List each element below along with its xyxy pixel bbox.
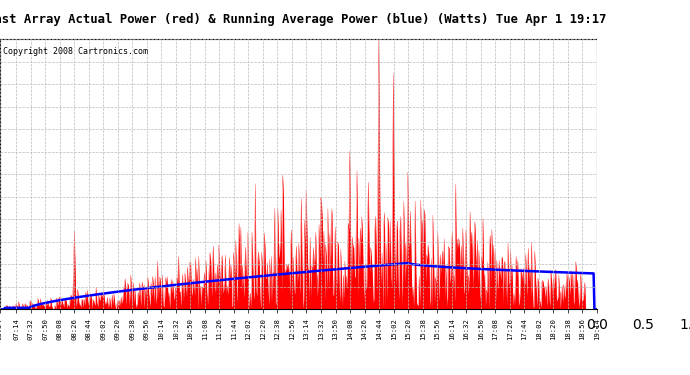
Text: Copyright 2008 Cartronics.com: Copyright 2008 Cartronics.com: [3, 48, 148, 57]
Text: East Array Actual Power (red) & Running Average Power (blue) (Watts) Tue Apr 1 1: East Array Actual Power (red) & Running …: [0, 13, 607, 26]
